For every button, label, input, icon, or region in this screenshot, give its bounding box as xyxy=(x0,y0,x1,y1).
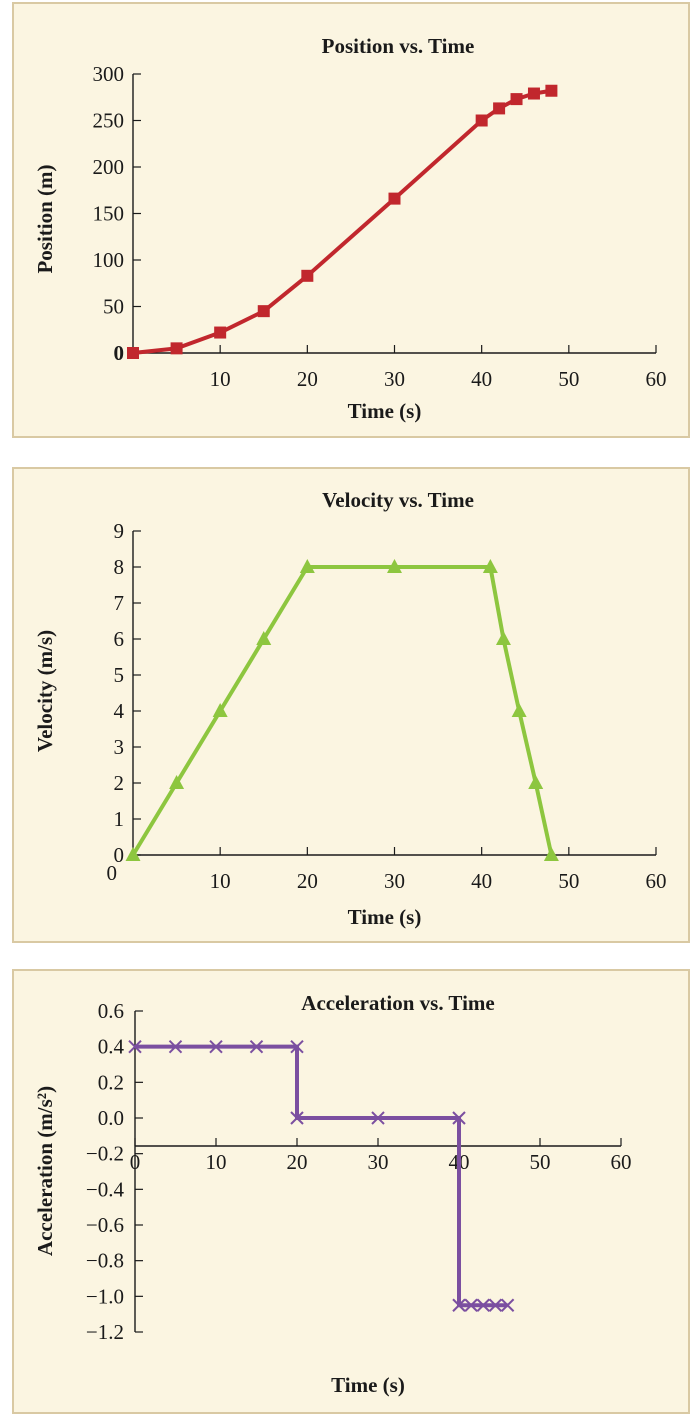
data-point xyxy=(482,559,498,573)
position-chart-panel: Position vs. Time 0 50 100 150 200 250 300 10 20 3… xyxy=(12,2,690,438)
velocity-chart-panel: Velocity vs. Time 0 1 2 3 4 5 6 7 8 9 10 20 30 40 50 60 0… xyxy=(12,467,690,943)
y-tick-label: −0.6 xyxy=(86,1213,124,1237)
data-point xyxy=(170,342,183,355)
x-tick-label: 60 xyxy=(611,1150,632,1174)
y-tick-label: 9 xyxy=(114,519,125,543)
y-tick-label: 100 xyxy=(93,248,125,272)
velocity-chart: Velocity vs. Time 0 1 2 3 4 5 6 7 8 9 10 20 30 40 50 60 0… xyxy=(33,488,667,929)
y-tick-label: 0.2 xyxy=(98,1070,124,1094)
y-tick-label: 6 xyxy=(114,627,125,651)
y-tick-label: 0 xyxy=(114,843,125,867)
y-axis-label: Position (m) xyxy=(33,164,57,273)
data-point xyxy=(249,1039,264,1054)
x-tick-label: 30 xyxy=(384,367,405,391)
data-point xyxy=(511,703,527,717)
x-tick-label: 40 xyxy=(471,367,492,391)
y-tick-label: −0.4 xyxy=(86,1177,125,1201)
data-point xyxy=(169,775,185,789)
x-tick-label: 40 xyxy=(471,869,492,893)
data-point xyxy=(256,631,272,645)
x-tick-label: 30 xyxy=(384,869,405,893)
data-point xyxy=(388,192,401,205)
data-point xyxy=(299,559,315,573)
x-tick-label: 10 xyxy=(210,367,231,391)
series-line xyxy=(131,565,554,857)
data-point xyxy=(371,1111,385,1125)
y-tick-label: 4 xyxy=(114,699,125,723)
data-point xyxy=(527,87,540,100)
data-point xyxy=(128,1039,142,1054)
x-tick-label: 50 xyxy=(558,367,579,391)
y-tick-label: 300 xyxy=(93,62,125,86)
series-line xyxy=(135,1044,508,1308)
data-point xyxy=(212,703,228,717)
y-tick-label: 3 xyxy=(114,735,125,759)
x-tick-label: 50 xyxy=(530,1150,551,1174)
y-axis-label: Velocity (m/s) xyxy=(33,630,57,752)
data-point xyxy=(543,847,559,861)
y-tick-label: 0.6 xyxy=(98,999,124,1023)
data-point xyxy=(495,631,511,645)
data-point xyxy=(476,1298,491,1312)
x-tick-label: 0 xyxy=(130,1150,141,1174)
data-point xyxy=(168,1039,183,1054)
data-point xyxy=(125,847,141,861)
y-tick-label: −1.2 xyxy=(86,1320,124,1344)
x-tick-label: 20 xyxy=(297,869,318,893)
acceleration-chart: Acceleration vs. Time 0.6 0.4 0.2 0.0 −0.2 −0.… xyxy=(33,991,632,1397)
x-tick-label: 60 xyxy=(646,367,667,391)
data-point xyxy=(452,1111,466,1125)
data-point xyxy=(257,305,270,318)
data-point xyxy=(545,84,558,97)
y-tick-label: −1.0 xyxy=(86,1284,124,1308)
y-tick-label: 0.0 xyxy=(98,1106,124,1130)
y-tick-label: 7 xyxy=(114,591,125,615)
y-tick-label: 50 xyxy=(103,295,124,319)
origin-label: 0 xyxy=(107,861,118,885)
data-point xyxy=(452,1298,466,1312)
acceleration-chart-panel: Acceleration vs. Time 0.6 0.4 0.2 0.0 −0.2 −0.… xyxy=(12,969,690,1414)
data-point xyxy=(528,775,544,789)
x-axis-label: Time (s) xyxy=(331,1373,405,1397)
x-tick-label: 50 xyxy=(558,869,579,893)
y-tick-label: 1 xyxy=(114,807,125,831)
y-tick-label: 150 xyxy=(93,202,125,226)
y-axis-label: Acceleration (m/s²) xyxy=(33,1086,57,1256)
position-chart: Position vs. Time 0 50 100 150 200 250 300 10 20 3… xyxy=(33,34,667,423)
data-point xyxy=(214,326,227,339)
chart-title: Position vs. Time xyxy=(322,34,475,58)
series-line xyxy=(132,88,552,355)
x-tick-label: 60 xyxy=(646,869,667,893)
y-tick-label: 5 xyxy=(114,663,125,687)
data-point xyxy=(387,559,402,573)
x-tick-label: 30 xyxy=(368,1150,389,1174)
y-tick-label: 200 xyxy=(93,155,125,179)
x-tick-label: 20 xyxy=(287,1150,308,1174)
data-point xyxy=(290,1111,304,1125)
data-point xyxy=(127,347,139,359)
y-tick-label: 0.4 xyxy=(98,1035,125,1059)
x-axis-label: Time (s) xyxy=(348,905,422,929)
data-point xyxy=(301,269,314,282)
y-tick-label: 8 xyxy=(114,555,125,579)
y-tick-label: −0.8 xyxy=(86,1249,124,1273)
data-point xyxy=(464,1298,478,1312)
data-point xyxy=(290,1039,304,1054)
chart-title: Acceleration vs. Time xyxy=(301,991,494,1015)
data-point xyxy=(488,1298,503,1312)
x-axis-label: Time (s) xyxy=(348,399,422,423)
x-tick-label: 10 xyxy=(210,869,231,893)
chart-title: Velocity vs. Time xyxy=(322,488,474,512)
data-point xyxy=(500,1298,515,1312)
y-tick-label: 2 xyxy=(114,771,125,795)
data-point xyxy=(475,114,488,127)
y-tick-label: −0.2 xyxy=(86,1142,124,1166)
y-tick-label: 250 xyxy=(93,109,125,133)
data-point xyxy=(510,93,523,106)
data-point xyxy=(209,1039,223,1054)
x-tick-label: 10 xyxy=(206,1150,227,1174)
y-tick-label: 0 xyxy=(114,341,125,365)
data-point xyxy=(493,102,506,115)
x-tick-label: 20 xyxy=(297,367,318,391)
